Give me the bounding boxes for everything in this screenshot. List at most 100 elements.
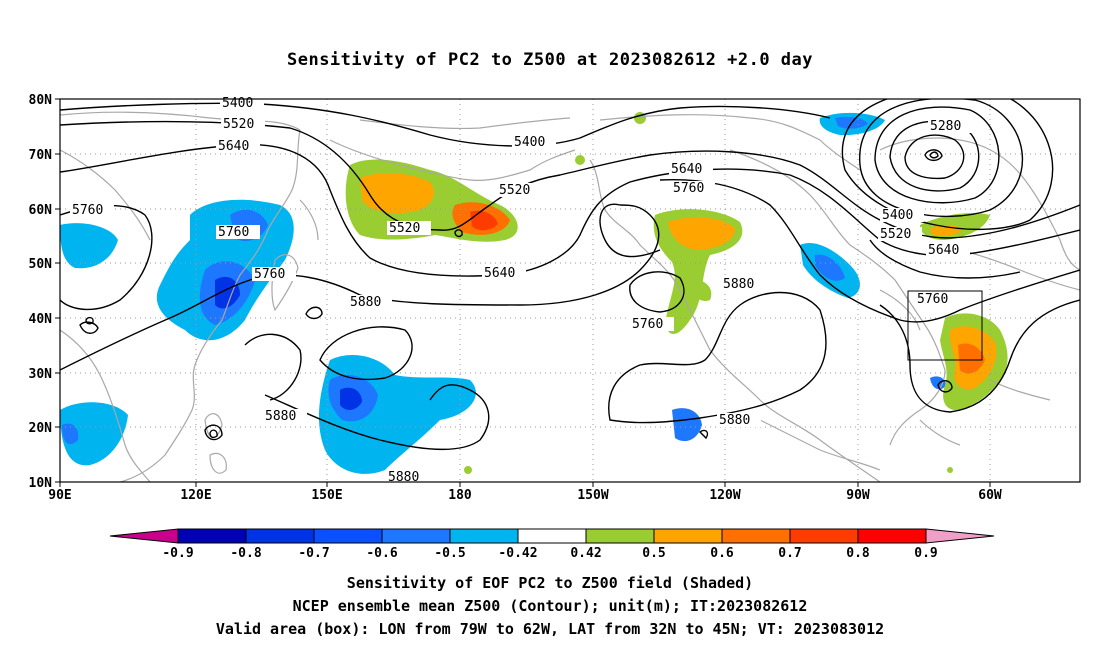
svg-text:5880: 5880 bbox=[265, 409, 296, 424]
colorbar-label: 0.7 bbox=[778, 546, 801, 561]
colorbar-cell bbox=[517, 528, 587, 544]
neg-area-atlantic-small bbox=[930, 376, 946, 390]
contour-5400 bbox=[60, 102, 831, 147]
colorbar-high-triangle bbox=[925, 528, 995, 544]
svg-text:5400: 5400 bbox=[882, 208, 913, 223]
axis-ticks bbox=[55, 98, 991, 487]
colorbar-label: 0.8 bbox=[846, 546, 870, 561]
contour-5640-west bbox=[60, 143, 1080, 277]
lat-label: 60N bbox=[29, 203, 53, 218]
contour-label-layer: 5400 5520 5640 5760 5400 5520 5640 5520 … bbox=[70, 96, 972, 485]
neg-area-west-edge bbox=[60, 223, 118, 269]
lat-label: 40N bbox=[29, 312, 53, 327]
graticule bbox=[60, 99, 1080, 482]
colorbar-label: 0.6 bbox=[710, 546, 734, 561]
svg-text:5640: 5640 bbox=[928, 243, 959, 258]
contour-5280-low bbox=[904, 134, 965, 180]
contour-label: 5520 bbox=[221, 117, 265, 132]
valid-area-box bbox=[907, 290, 983, 361]
colorbar-label: 0.42 bbox=[570, 546, 601, 561]
contour-5880-east bbox=[608, 291, 827, 424]
svg-text:5760: 5760 bbox=[632, 317, 663, 332]
colorbar: -0.9 -0.8 -0.7 -0.6 -0.5 -0.42 0.42 0.5 … bbox=[109, 528, 995, 561]
colorbar-label: -0.7 bbox=[298, 546, 329, 561]
colorbar-cell bbox=[789, 528, 859, 544]
colorbar-label: -0.8 bbox=[230, 546, 261, 561]
svg-text:5640: 5640 bbox=[484, 266, 515, 281]
contour-label: 5880 bbox=[721, 277, 765, 292]
contour-5760-east bbox=[659, 178, 1080, 323]
svg-text:5760: 5760 bbox=[72, 203, 103, 218]
footer-line-contour: NCEP ensemble mean Z500 (Contour); unit(… bbox=[292, 597, 808, 615]
svg-text:5760: 5760 bbox=[254, 267, 285, 282]
colorbar-cell bbox=[857, 528, 927, 544]
lon-label: 90E bbox=[48, 488, 71, 503]
lat-label: 10N bbox=[29, 476, 53, 491]
svg-text:5520: 5520 bbox=[499, 183, 530, 198]
contour-label: 5400 bbox=[220, 96, 264, 111]
svg-text:5880: 5880 bbox=[723, 277, 754, 292]
colorbar-cell bbox=[585, 528, 655, 544]
svg-text:5400: 5400 bbox=[514, 135, 545, 150]
lon-label: 150E bbox=[311, 488, 342, 503]
svg-text:5760: 5760 bbox=[673, 181, 704, 196]
contour-label: 5760 bbox=[630, 317, 674, 332]
colorbar-cell bbox=[313, 528, 383, 544]
contour-label: 5880 bbox=[717, 413, 761, 428]
lat-label: 80N bbox=[29, 93, 53, 108]
contour-label: 5400 bbox=[512, 135, 556, 150]
svg-text:5880: 5880 bbox=[388, 470, 419, 485]
colorbar-cell bbox=[177, 528, 247, 544]
shaded-sensitivity-layer bbox=[60, 112, 1008, 474]
z500-contours bbox=[60, 99, 1080, 451]
lon-label: 120E bbox=[180, 488, 211, 503]
contour-label: 5520 bbox=[387, 221, 431, 236]
colorbar-cell bbox=[245, 528, 315, 544]
svg-text:5280: 5280 bbox=[930, 119, 961, 134]
contour-label: 5520 bbox=[497, 183, 541, 198]
contour-label: 5640 bbox=[926, 243, 970, 258]
lon-label: 60W bbox=[978, 488, 1002, 503]
svg-text:5760: 5760 bbox=[218, 225, 249, 240]
svg-text:5400: 5400 bbox=[222, 96, 253, 111]
plot-frame bbox=[59, 98, 1081, 483]
colorbar-cell bbox=[653, 528, 723, 544]
colorbar-label: 0.5 bbox=[642, 546, 665, 561]
contour-label: 5640 bbox=[216, 139, 260, 154]
contour-label: 5760 bbox=[915, 292, 959, 307]
svg-text:5880: 5880 bbox=[350, 295, 381, 310]
contour-label: 5640 bbox=[669, 162, 713, 177]
colorbar-cell bbox=[721, 528, 791, 544]
contour-label: 5760 bbox=[671, 181, 715, 196]
contour-label: 5880 bbox=[348, 295, 392, 310]
colorbar-label: 0.9 bbox=[914, 546, 937, 561]
colorbar-labels: -0.9 -0.8 -0.7 -0.6 -0.5 -0.42 0.42 0.5 … bbox=[162, 546, 937, 561]
contour-label: 5760 bbox=[70, 203, 114, 218]
contour-5880-low bbox=[244, 333, 302, 401]
lat-label: 20N bbox=[29, 421, 53, 436]
contour-label: 5640 bbox=[482, 266, 526, 281]
lon-label: 120W bbox=[709, 488, 740, 503]
footer-line-valid-area: Valid area (box): LON from 79W to 62W, L… bbox=[215, 620, 885, 638]
svg-text:5880: 5880 bbox=[719, 413, 750, 428]
lat-axis-labels: 80N 70N 60N 50N 40N 30N 20N 10N bbox=[29, 93, 53, 491]
negative-sensitivity-areas bbox=[60, 112, 946, 474]
colorbar-cell bbox=[381, 528, 451, 544]
svg-text:5760: 5760 bbox=[917, 292, 948, 307]
lon-label: 90W bbox=[846, 488, 870, 503]
colorbar-label: -0.5 bbox=[434, 546, 465, 561]
contour-label: 5400 bbox=[880, 208, 924, 223]
colorbar-cell bbox=[449, 528, 519, 544]
lon-label: 180 bbox=[448, 488, 472, 503]
contour-label: 5880 bbox=[386, 470, 430, 485]
contour-label: 5280 bbox=[928, 119, 972, 134]
lon-label: 150W bbox=[577, 488, 608, 503]
colorbar-label: -0.9 bbox=[162, 546, 193, 561]
colorbar-label: -0.42 bbox=[498, 546, 537, 561]
contour-label: 5760 bbox=[216, 225, 260, 240]
colorbar-cells bbox=[109, 528, 995, 544]
svg-text:5640: 5640 bbox=[218, 139, 249, 154]
contour-label: 5760 bbox=[252, 267, 296, 282]
contour-label: 5520 bbox=[878, 227, 922, 242]
